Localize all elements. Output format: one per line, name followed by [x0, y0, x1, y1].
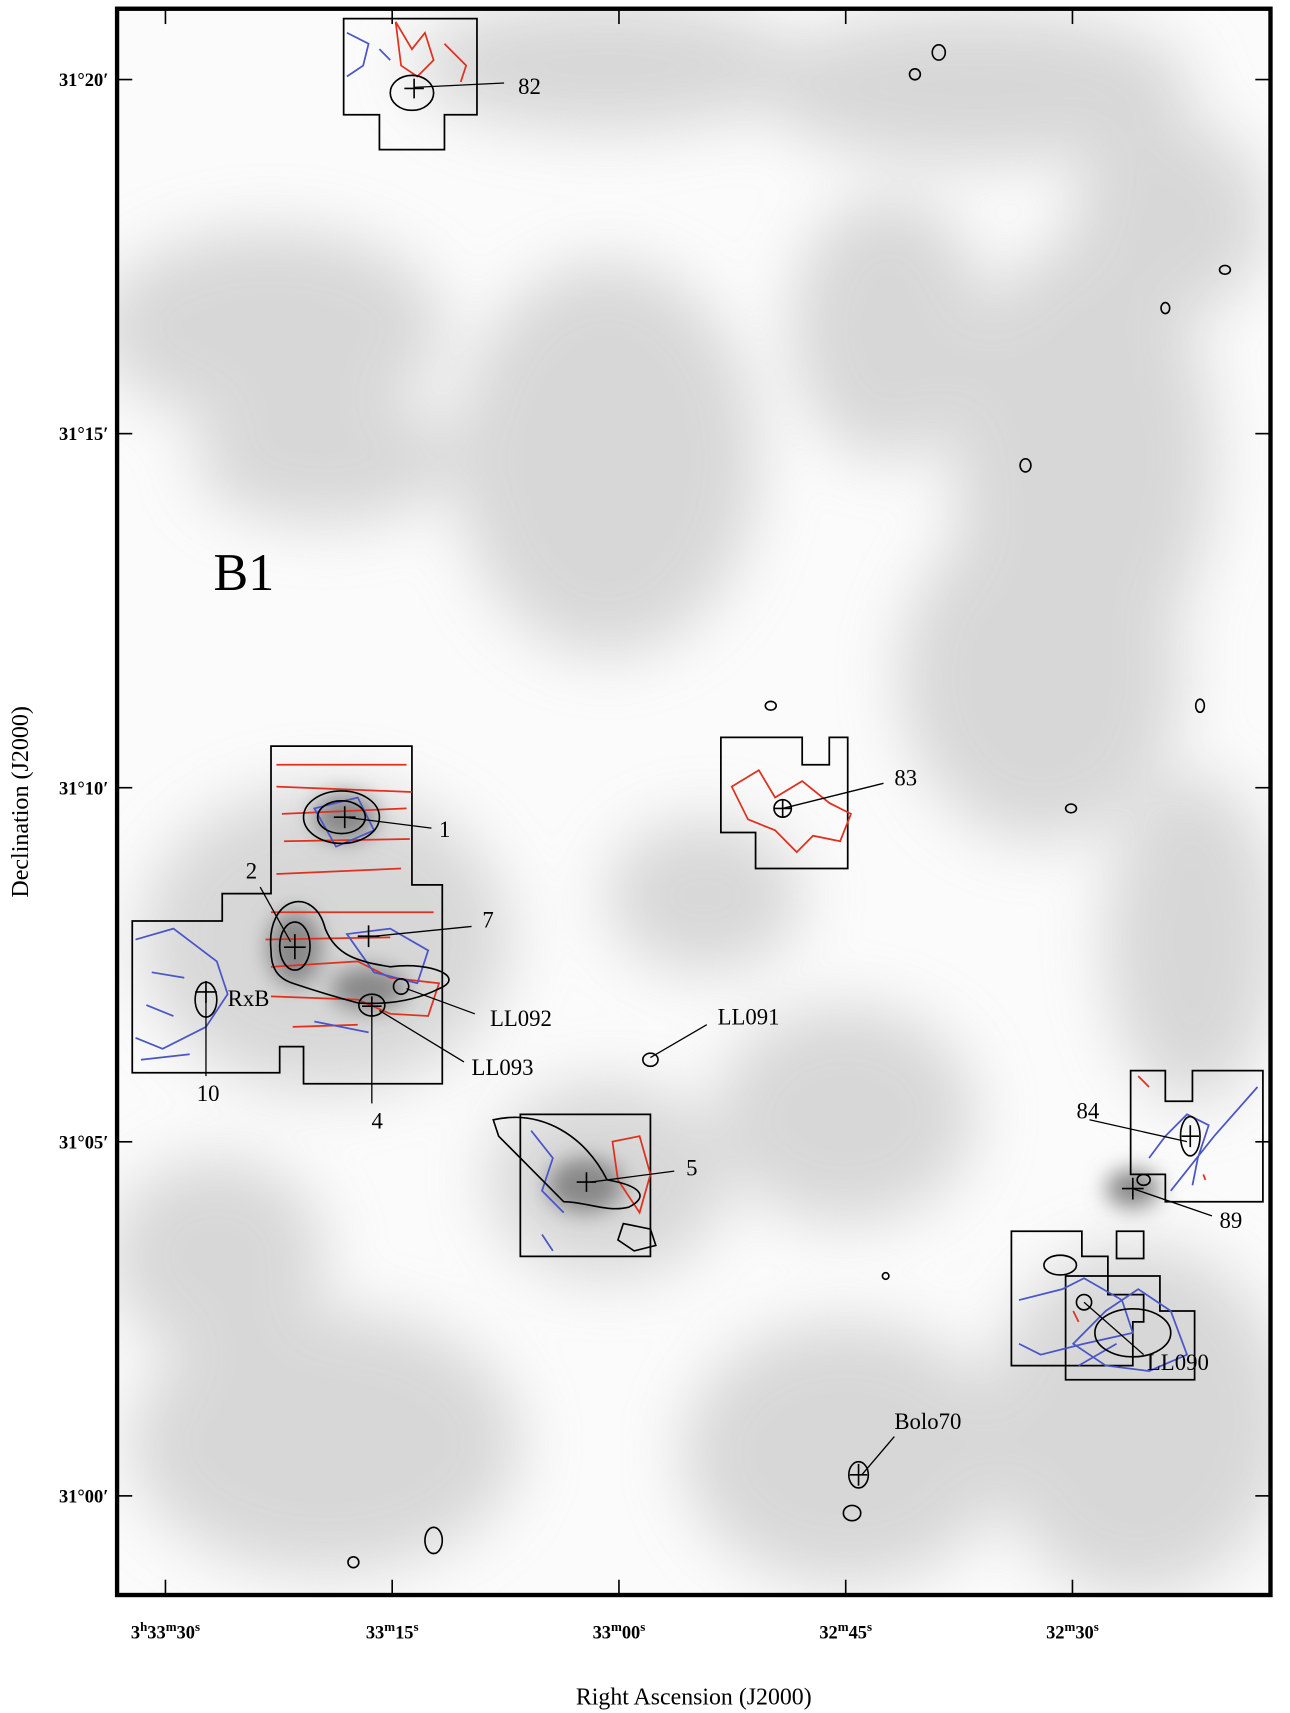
- x-tick-label: 32m45s: [819, 1619, 872, 1644]
- source-label: 84: [1076, 1099, 1099, 1124]
- source-label: 89: [1220, 1208, 1243, 1233]
- source-label: 82: [518, 74, 541, 99]
- x-tick-label: 33m00s: [593, 1619, 646, 1644]
- source-label: 83: [894, 765, 917, 790]
- y-tick-label: 31°20′: [59, 71, 108, 91]
- x-tick-label: 3h33m30s: [131, 1619, 200, 1644]
- x-axis-label: Right Ascension (J2000): [576, 1684, 812, 1710]
- source-label: 4: [372, 1108, 384, 1133]
- source-label: LL091: [718, 1005, 780, 1030]
- source-label: 10: [197, 1081, 220, 1106]
- x-tick-label: 32m30s: [1046, 1619, 1099, 1644]
- y-tick-label: 31°00′: [59, 1487, 108, 1507]
- source-label: LL092: [490, 1006, 552, 1031]
- y-tick-label: 31°15′: [59, 425, 108, 445]
- y-tick-label: 31°10′: [59, 779, 108, 799]
- source-label: 7: [482, 907, 493, 932]
- source-label: LL093: [472, 1055, 534, 1080]
- x-tick-label: 33m15s: [366, 1619, 419, 1644]
- source-label: RxB: [228, 986, 270, 1011]
- source-label: Bolo70: [894, 1409, 961, 1434]
- source-label: 5: [686, 1155, 697, 1180]
- page: {"chart_data": {"type": "map", "title": …: [0, 0, 1290, 1713]
- figure: 82 1 2 7 RxB LL092 LL093 10 4 LL091 5 83 84 LL090 Bolo…: [0, 0, 1290, 1713]
- source-label: 2: [246, 858, 257, 883]
- y-axis-label: Declination (J2000): [8, 706, 34, 898]
- source-label: LL090: [1147, 1350, 1209, 1375]
- y-tick-label: 31°05′: [59, 1133, 108, 1153]
- dust-background: [98, 0, 1290, 1595]
- source-label: 1: [439, 817, 450, 842]
- field-title: B1: [214, 544, 275, 602]
